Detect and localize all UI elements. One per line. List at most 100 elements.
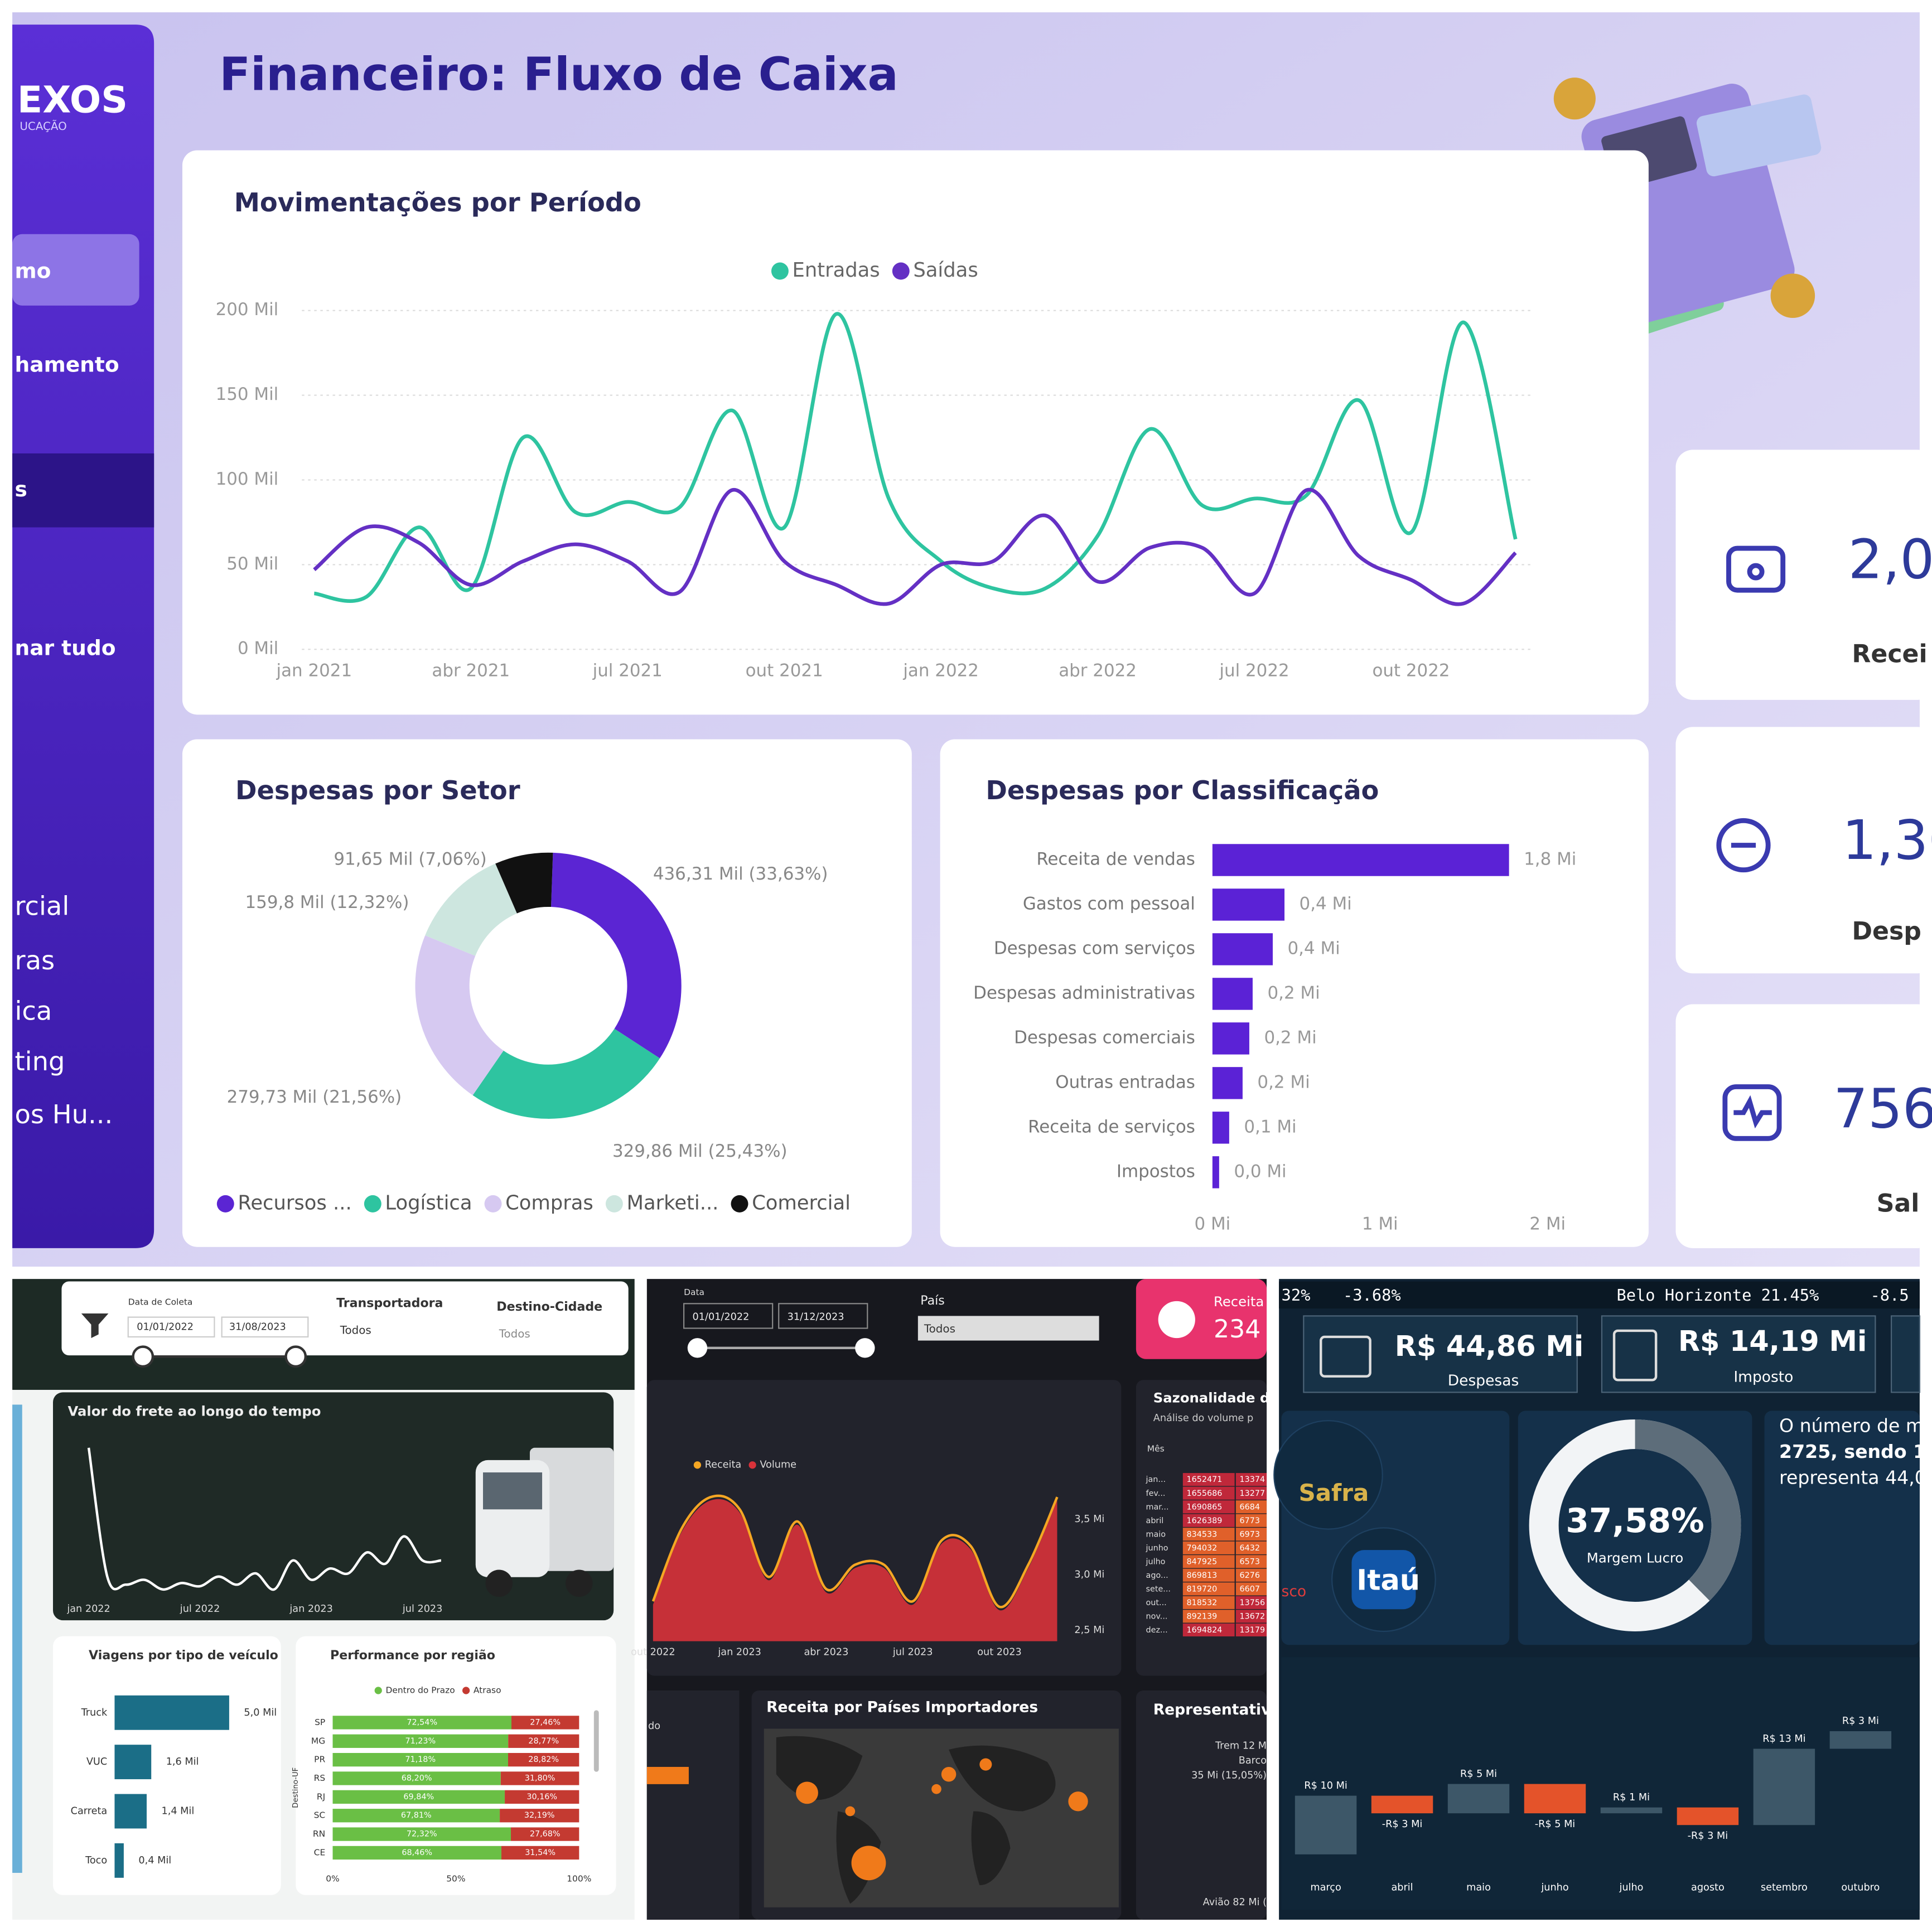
waterfall-bar: [1295, 1795, 1357, 1854]
sector-item[interactable]: ras: [15, 945, 55, 975]
x-tick-label: jul 2021: [592, 661, 663, 681]
data-label: 91,65 Mil (7,06%): [334, 849, 486, 870]
table-cell-text: 13374: [1239, 1475, 1265, 1484]
bar-segment: [501, 1846, 579, 1860]
filter-bar: [61, 1281, 629, 1356]
legend-marker: [892, 262, 910, 280]
chart-title: Movimentações por Período: [234, 187, 641, 218]
bar-segment: [332, 1716, 511, 1730]
x-tick-label: abr 2023: [804, 1647, 848, 1658]
sector-item[interactable]: os Hu...: [15, 1099, 113, 1129]
slider-handle[interactable]: [855, 1338, 875, 1358]
gauge-value-label: 37,58%: [1566, 1502, 1704, 1540]
data-label: 67,81%: [401, 1811, 432, 1820]
legend-label: Compras: [505, 1191, 593, 1214]
side-bar: [646, 1766, 689, 1784]
date-box[interactable]: [221, 1316, 309, 1338]
sidebar-selected[interactable]: [12, 234, 139, 306]
table-cell-text: 818532: [1186, 1598, 1217, 1607]
waterfall-card: [1281, 1657, 1920, 1910]
table-cell-text: 6573: [1239, 1557, 1260, 1566]
y-tick-label: SP: [315, 1717, 325, 1727]
data-label: -R$ 3 Mi: [1688, 1830, 1728, 1842]
table-cell-text: 6684: [1239, 1503, 1260, 1511]
filter-icon[interactable]: [81, 1313, 109, 1339]
filter-value[interactable]: Todos: [499, 1327, 530, 1340]
kpi-label: Sal: [1877, 1190, 1920, 1218]
y-tick-label: SC: [314, 1810, 326, 1820]
kpi-card: [1890, 1315, 1921, 1393]
table-cell: [1235, 1528, 1267, 1541]
chart-title: Despesas por Classificação: [986, 775, 1379, 805]
x-tick-label: 50%: [446, 1874, 465, 1884]
sector-item[interactable]: ting: [15, 1046, 65, 1076]
table-cell: [1182, 1623, 1235, 1637]
x-tick-label: maio: [1466, 1882, 1491, 1893]
table-cell-text: abril: [1146, 1516, 1164, 1525]
legend-label: Comercial: [752, 1191, 851, 1214]
bar-segment: [332, 1846, 501, 1860]
data-label: 68,20%: [402, 1774, 432, 1783]
sector-item[interactable]: rcial: [15, 891, 70, 921]
table-cell-text: out...: [1146, 1598, 1167, 1607]
menu-item[interactable]: hamento: [15, 352, 119, 377]
data-label: 0,2 Mi: [1257, 1072, 1310, 1092]
y-tick-label: Toco: [85, 1855, 107, 1866]
filter-value: 31/08/2023: [229, 1321, 286, 1332]
sidebar-active[interactable]: [12, 453, 154, 528]
filter-value[interactable]: Todos: [924, 1322, 955, 1335]
table-cell: [1182, 1541, 1235, 1554]
bar-segment: [511, 1716, 579, 1730]
kpi-label: Imposto: [1733, 1368, 1793, 1385]
donut-slice: [425, 863, 517, 956]
table-cell: [1182, 1528, 1235, 1541]
side-card: [646, 1690, 740, 1920]
menu-item[interactable]: mo: [15, 259, 51, 283]
data-label: 159,8 Mil (12,32%): [245, 892, 409, 912]
kpi-icon: [1320, 1335, 1371, 1378]
table-cell: [1235, 1555, 1267, 1568]
data-label: R$ 3 Mi: [1842, 1716, 1879, 1727]
dropdown[interactable]: [917, 1316, 1099, 1341]
y-tick-label: RS: [314, 1773, 326, 1783]
chart-title: Valor do frete ao longo do tempo: [68, 1403, 321, 1419]
legend-marker: [216, 1195, 234, 1213]
slider-handle[interactable]: [284, 1345, 307, 1368]
fragment: do: [648, 1721, 660, 1732]
menu-item[interactable]: nar tudo: [15, 636, 116, 660]
kpi-value: R$ 14,19 Mi: [1678, 1325, 1867, 1358]
table-cell: [1182, 1568, 1235, 1582]
scrollbar[interactable]: [593, 1710, 599, 1772]
date-box[interactable]: [683, 1303, 774, 1329]
date-box[interactable]: [778, 1303, 868, 1329]
table-cell-text: 6773: [1239, 1516, 1260, 1525]
data-label: 279,73 Mil (21,56%): [227, 1087, 402, 1107]
y-tick-label: 3,0 Mi: [1074, 1569, 1104, 1580]
slider-handle[interactable]: [132, 1345, 154, 1368]
chart-title: Despesas por Setor: [235, 775, 520, 805]
slider-handle[interactable]: [687, 1338, 708, 1358]
table-cell-text: 892139: [1186, 1612, 1217, 1621]
table-subtitle: Análise do volume p: [1153, 1413, 1253, 1424]
x-tick-label: out 2022: [1372, 661, 1450, 681]
y-tick-label: Receita de serviços: [1028, 1117, 1195, 1137]
bar-segment: [332, 1734, 509, 1748]
table-cell-text: 1652471: [1186, 1475, 1222, 1484]
menu-item[interactable]: s: [15, 477, 27, 501]
kpi-label: Recei: [1852, 640, 1927, 668]
table-cell-text: 1655686: [1186, 1489, 1222, 1498]
bar: [1212, 1022, 1249, 1055]
date-box[interactable]: [127, 1316, 215, 1338]
table-cell: [1235, 1514, 1267, 1527]
x-tick-label: 2 Mi: [1529, 1214, 1566, 1234]
sector-item[interactable]: ica: [15, 996, 52, 1026]
data-label: 5,0 Mil: [244, 1707, 277, 1718]
data-label: 0,2 Mi: [1267, 983, 1320, 1003]
table-cell-text: 847925: [1186, 1557, 1217, 1566]
waterfall-bar: [1524, 1784, 1586, 1814]
filter-value[interactable]: Todos: [340, 1324, 371, 1336]
share-label: Avião 82 Mi (: [1203, 1897, 1267, 1908]
table-cell-text: 13756: [1239, 1598, 1265, 1607]
legend-label: Logística: [385, 1191, 472, 1214]
table-cell: [1235, 1582, 1267, 1596]
